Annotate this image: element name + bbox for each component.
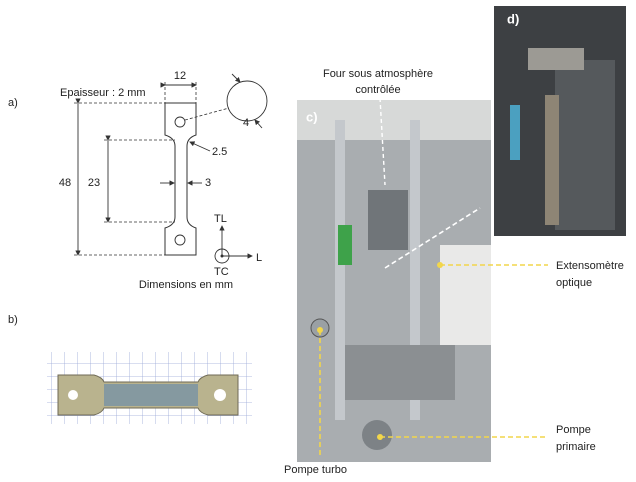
green-part xyxy=(338,225,352,265)
table xyxy=(345,345,455,400)
leader xyxy=(379,97,386,186)
panel-label: a) xyxy=(8,97,18,109)
axis-label: TC xyxy=(214,266,229,278)
cabinet xyxy=(440,245,491,345)
annotation: optique xyxy=(556,277,592,289)
pump xyxy=(362,420,392,450)
hole xyxy=(174,234,186,246)
dim-arrow xyxy=(231,73,241,83)
frame xyxy=(335,120,345,420)
axis-label: L xyxy=(256,252,262,264)
leader xyxy=(384,207,481,269)
dim-gauge-width: 3 xyxy=(205,177,211,189)
dim-arrow xyxy=(189,141,211,152)
annotation: Pompe xyxy=(556,424,591,436)
furnace-open xyxy=(555,60,615,230)
specimen-outline xyxy=(164,102,197,256)
panel-label: c) xyxy=(306,109,318,124)
grip xyxy=(528,48,584,70)
hole xyxy=(174,116,186,128)
panel-label: d) xyxy=(507,11,519,26)
annotation: Extensomètre xyxy=(556,260,624,272)
thickness: Epaisseur : 2 mm xyxy=(60,87,146,99)
caption: Dimensions en mm xyxy=(139,279,233,291)
dim-hole: 4 xyxy=(243,117,249,129)
specimen xyxy=(545,95,559,225)
dim-width: 12 xyxy=(174,70,186,82)
annotation: contrôlée xyxy=(355,84,400,96)
photo-ceiling xyxy=(297,100,491,140)
panel-label: b) xyxy=(8,314,18,326)
axis-label: TL xyxy=(214,213,227,225)
leader-dot xyxy=(437,262,443,268)
hole xyxy=(68,390,78,400)
sensor xyxy=(510,105,520,160)
annotation: primaire xyxy=(556,441,596,453)
dim-gauge-length: 23 xyxy=(88,177,100,189)
annotation: Pompe turbo xyxy=(284,464,347,476)
leader-dot xyxy=(377,434,383,440)
annotation: Four sous atmosphère xyxy=(323,68,433,80)
dim-radius: 2.5 xyxy=(212,146,227,158)
oxidized-zone xyxy=(104,384,198,406)
dim-arrow xyxy=(254,119,263,129)
detail-circle xyxy=(226,80,268,122)
leader-dot xyxy=(317,327,323,333)
dim-length: 48 xyxy=(59,177,71,189)
hole xyxy=(214,389,226,401)
furnace xyxy=(368,190,408,250)
frame xyxy=(410,120,420,420)
detail-leader xyxy=(184,107,230,121)
